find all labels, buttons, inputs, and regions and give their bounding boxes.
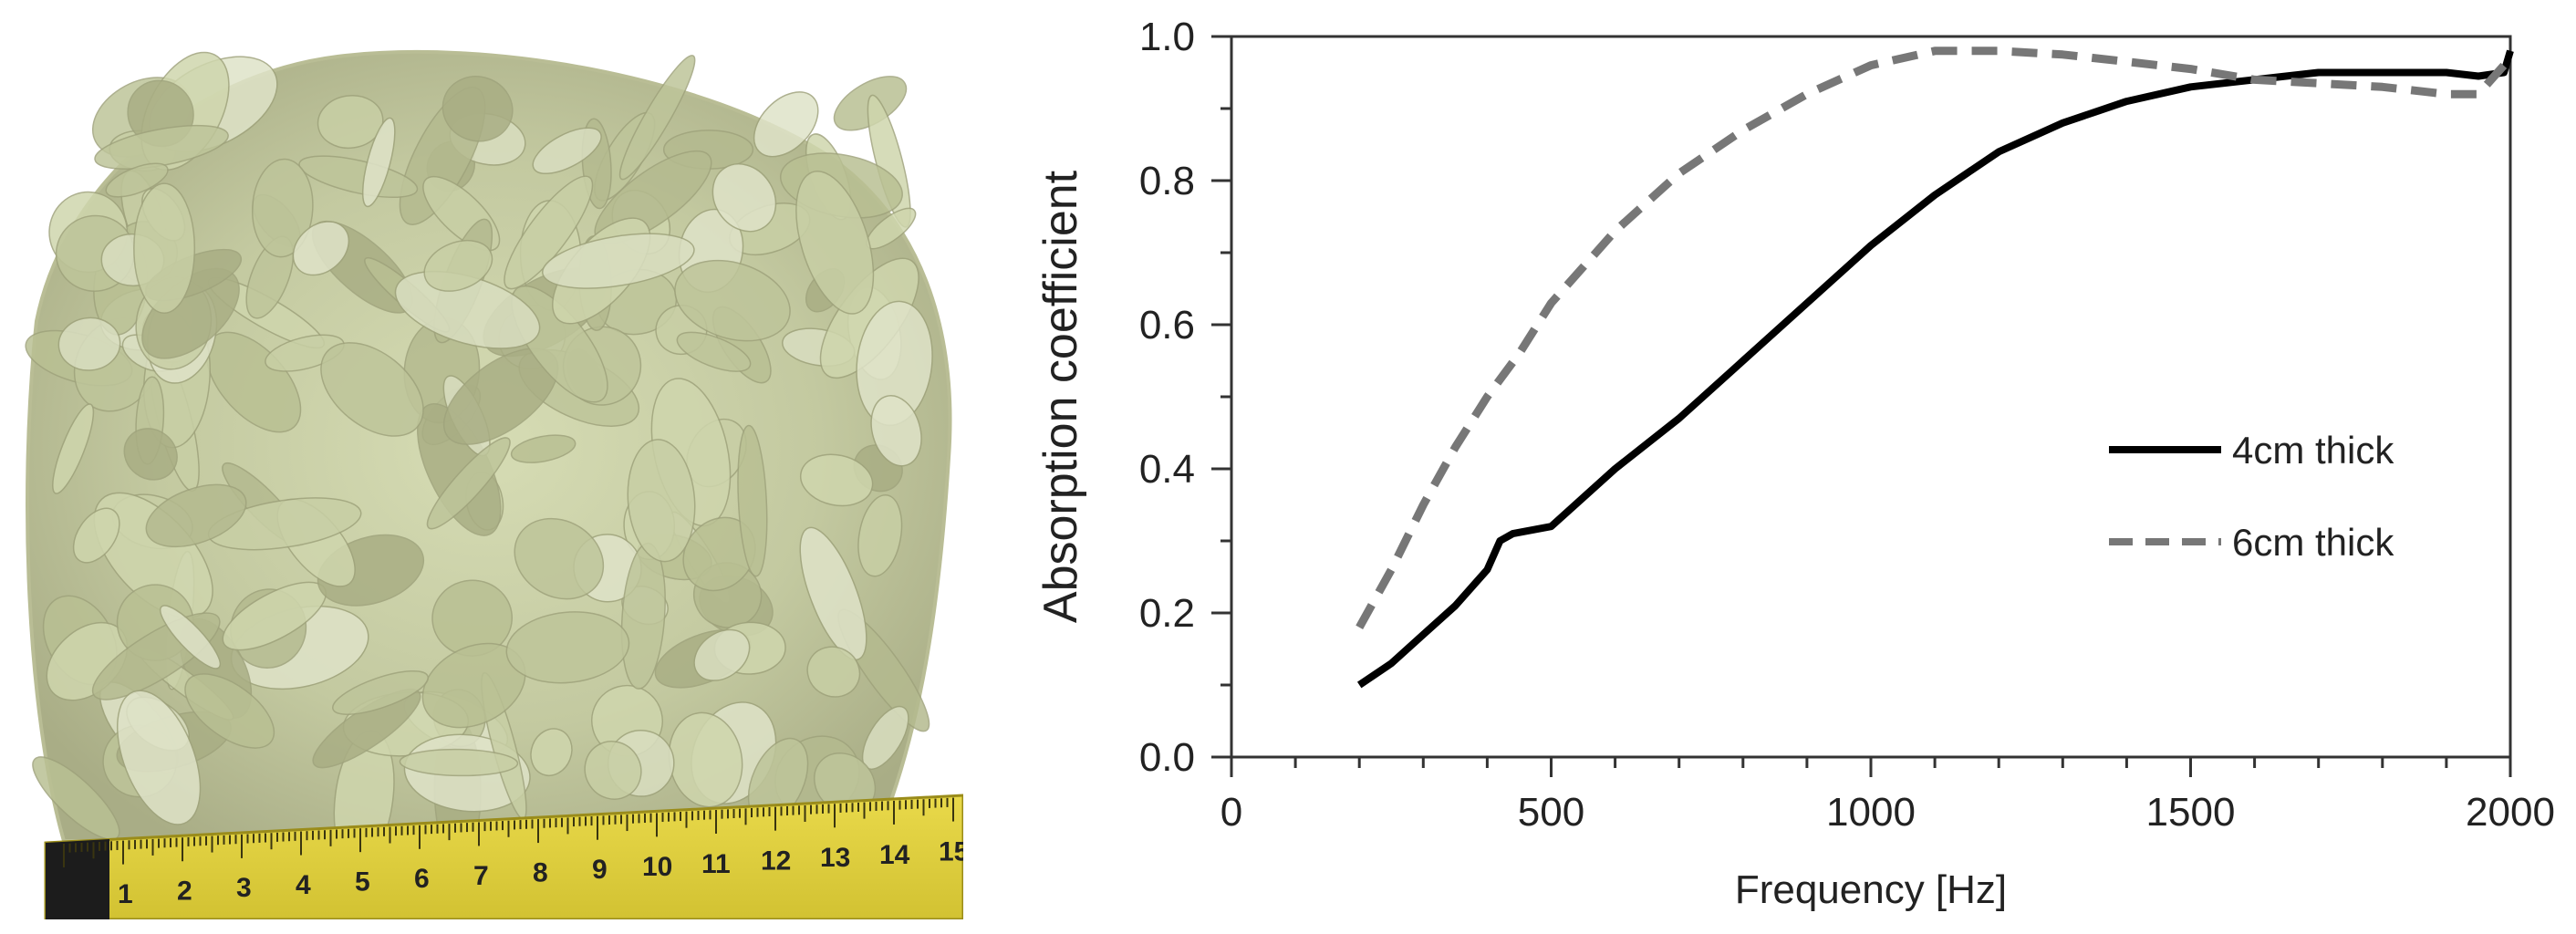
- y-axis-tick-labels: 0.0 0.2 0.4 0.6 0.8 1.0: [1139, 15, 1195, 780]
- y-tick-label: 1.0: [1139, 15, 1195, 59]
- series-line-6cm: [1356, 47, 2514, 629]
- wool-clump: [184, 673, 275, 749]
- wool-clump: [399, 748, 519, 777]
- y-tick-label: 0.0: [1139, 735, 1195, 780]
- wool-clump: [712, 163, 777, 233]
- wool-clump: [532, 127, 602, 174]
- y-tick-label: 0.6: [1139, 303, 1195, 348]
- x-tick-label: 2000: [2466, 790, 2555, 835]
- wool-clump: [627, 439, 696, 563]
- wool-clump: [870, 395, 922, 467]
- ruler-number: 3: [236, 873, 252, 903]
- y-axis-ticks: [1211, 35, 1231, 759]
- legend: 4cm thick 6cm thick: [2109, 429, 2394, 564]
- wool-clump: [510, 434, 576, 463]
- wool-clump: [674, 259, 791, 342]
- wool-clump: [441, 76, 514, 142]
- wool-clump: [133, 182, 196, 315]
- y-tick-label: 0.8: [1139, 159, 1195, 203]
- x-tick-label: 1500: [2146, 790, 2236, 835]
- ruler-number: 2: [177, 877, 192, 907]
- wool-clump: [292, 221, 350, 276]
- ruler-number: 1: [118, 879, 133, 909]
- wool-clump: [160, 605, 222, 669]
- wool-clump: [514, 517, 605, 600]
- series-line-4cm: [1356, 49, 2514, 689]
- legend-label-6cm: 6cm thick: [2232, 521, 2394, 564]
- wool-clump: [332, 669, 430, 715]
- chart-canvas: 0 500 1000 1500 2000 0.0 0.2 0.4 0.6 0.8 1.0 Freq…: [1034, 15, 2555, 912]
- ruler-number: 13: [820, 843, 850, 873]
- wool-clump: [426, 437, 511, 530]
- wool-clump: [799, 526, 867, 661]
- wool-sample-photo: 1 2 3 4 5 6 7 8 9 10 11 12 13 14 15: [9, 20, 969, 921]
- wool-clump: [116, 690, 202, 825]
- x-tick-label: 0: [1220, 790, 1242, 835]
- wool-clump: [423, 239, 493, 292]
- x-axis-ticks: [1230, 757, 2512, 777]
- wool-clump: [32, 756, 120, 841]
- wool-clump: [676, 331, 752, 372]
- wool-clump: [72, 507, 120, 564]
- x-axis-label: Frequency [Hz]: [1735, 867, 2007, 912]
- wool-clump: [317, 95, 384, 150]
- wool-clump: [737, 424, 768, 577]
- wool-clump: [504, 175, 594, 290]
- wool-clump: [105, 162, 169, 198]
- wool-clump: [298, 155, 419, 199]
- wool-clump: [753, 91, 819, 158]
- wool-clump: [542, 233, 695, 289]
- wool-clump: [618, 55, 696, 181]
- wool-photo-illustration: 1 2 3 4 5 6 7 8 9 10 11 12 13 14 15: [9, 20, 969, 921]
- wool-clump: [505, 611, 630, 684]
- ruler-number: 5: [355, 867, 370, 897]
- ruler-number: 10: [642, 852, 672, 882]
- y-tick-label: 0.2: [1139, 591, 1195, 636]
- wool-clump: [806, 646, 861, 698]
- y-axis-label: Absorption coefficient: [1034, 170, 1087, 623]
- wool-clumps: [25, 51, 933, 866]
- ruler-number: 11: [701, 849, 731, 879]
- wool-clump: [320, 342, 424, 437]
- wool-clump: [123, 428, 178, 481]
- ruler-number: 12: [761, 846, 791, 876]
- wool-clump: [251, 158, 314, 258]
- x-tick-label: 500: [1518, 790, 1584, 835]
- wool-clump: [361, 117, 396, 208]
- absorption-chart: 0 500 1000 1500 2000 0.0 0.2 0.4 0.6 0.8 1.0 Freq…: [1003, 0, 2576, 934]
- wool-clump: [52, 403, 95, 494]
- x-tick-label: 1000: [1826, 790, 1916, 835]
- ruler-number: 7: [473, 861, 489, 891]
- wool-clump: [584, 741, 642, 800]
- x-axis-tick-labels: 0 500 1000 1500 2000: [1220, 790, 2555, 835]
- ruler-number: 4: [296, 870, 311, 900]
- wool-clump: [799, 453, 874, 507]
- legend-label-4cm: 4cm thick: [2232, 429, 2394, 472]
- measuring-ruler: 1 2 3 4 5 6 7 8 9 10 11 12 13 14 15: [44, 794, 969, 921]
- ruler-number: 8: [533, 857, 548, 887]
- wool-clump: [795, 171, 875, 315]
- ruler-number: 6: [414, 864, 430, 894]
- wool-clump: [857, 493, 903, 577]
- wool-clump: [145, 483, 247, 548]
- plot-frame: [1230, 35, 2512, 759]
- series-layer: [1356, 47, 2514, 689]
- y-tick-label: 0.4: [1139, 447, 1195, 492]
- ruler-number: 15: [939, 836, 963, 867]
- ruler-number: 9: [592, 855, 608, 885]
- wool-clump: [693, 628, 751, 681]
- wool-clump: [57, 317, 121, 371]
- wool-clump: [530, 728, 573, 777]
- ruler-number: 14: [879, 840, 910, 870]
